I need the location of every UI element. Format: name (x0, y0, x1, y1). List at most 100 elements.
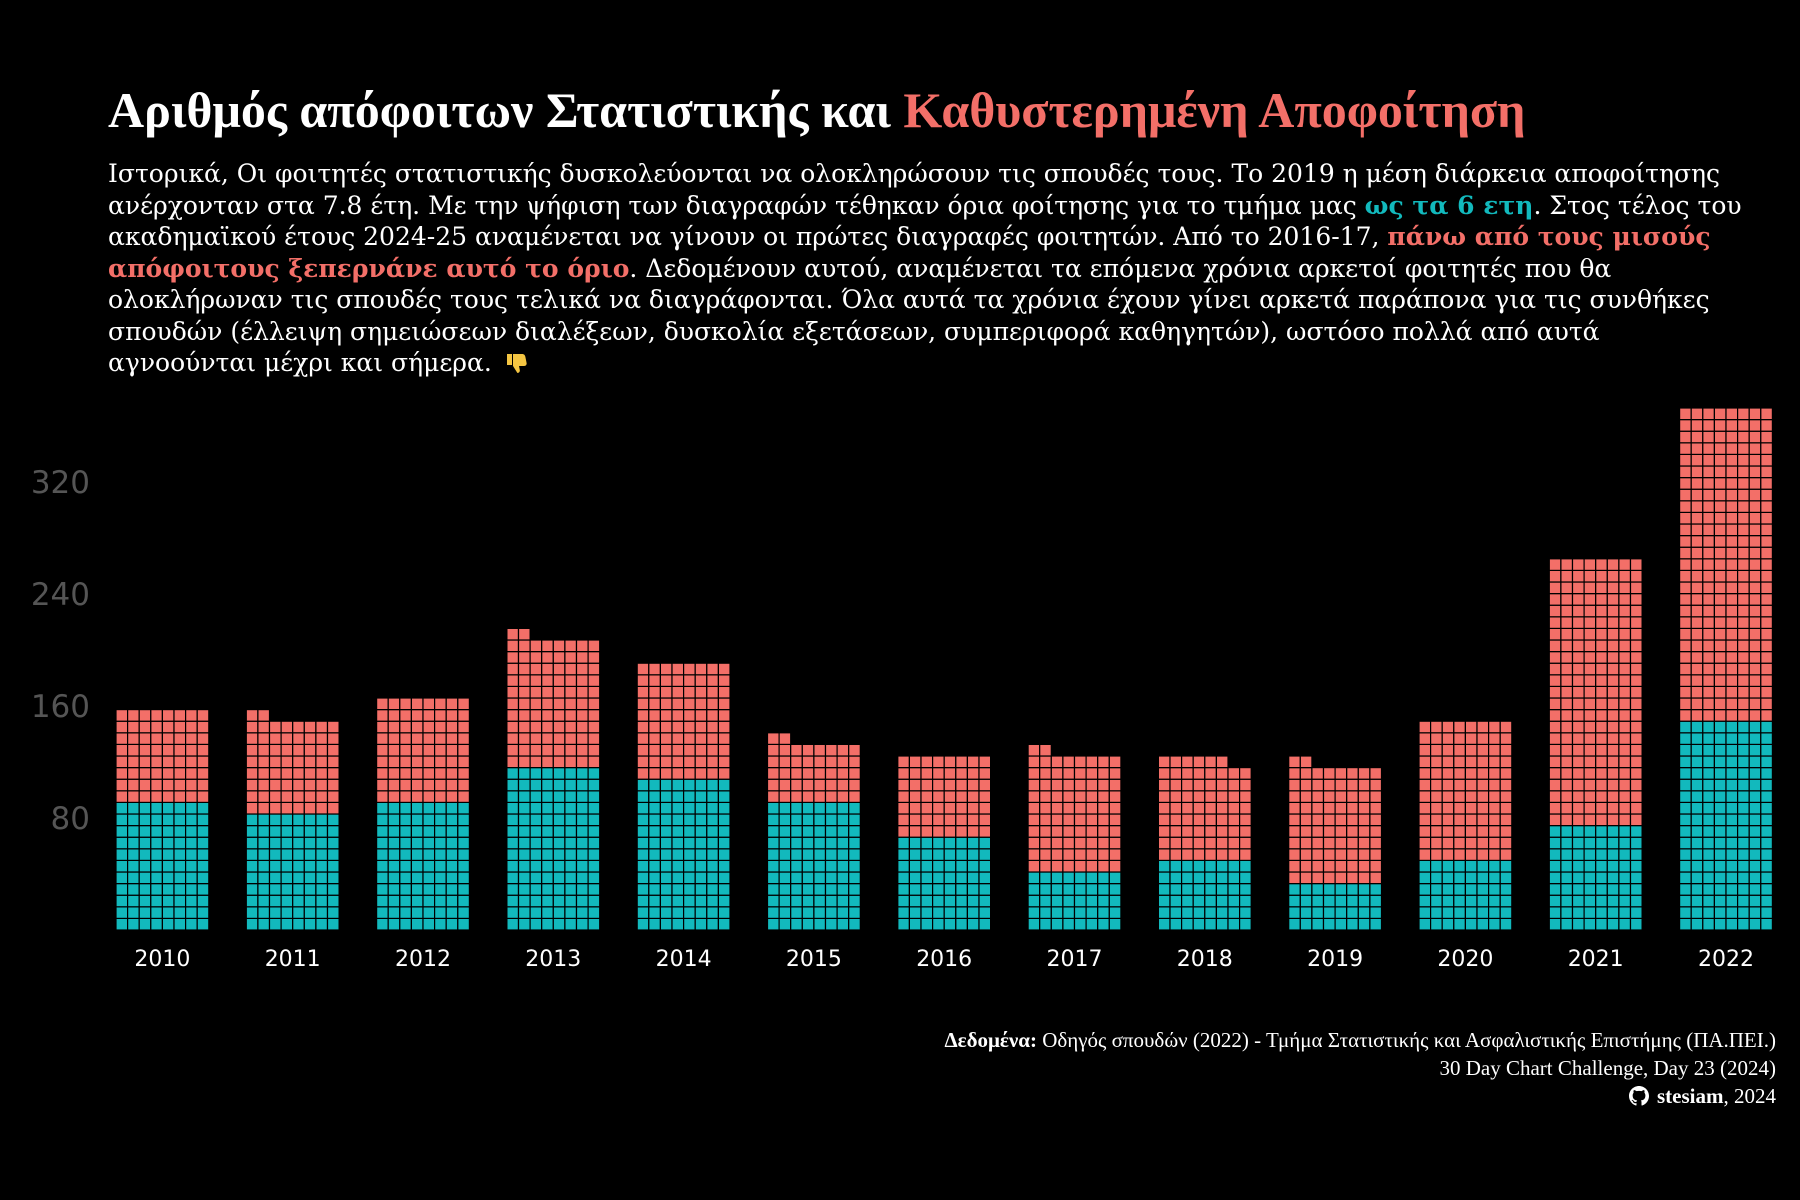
waffle-cell (303, 813, 317, 827)
waffle-cell (1760, 430, 1774, 444)
waffle-cell (376, 732, 389, 745)
waffle-cell (1429, 906, 1443, 919)
waffle-cell (1690, 685, 1704, 699)
waffle-cell (1027, 836, 1041, 850)
waffle-cell (1690, 465, 1704, 479)
waffle-cell (1606, 755, 1620, 769)
waffle-cell (1548, 859, 1562, 873)
waffle-cell (1725, 801, 1739, 815)
waffle-cell (1215, 778, 1229, 792)
waffle-cell (1760, 662, 1774, 676)
waffle-cell (1204, 882, 1218, 896)
waffle-cell (1736, 500, 1750, 513)
waffle-cell (813, 755, 827, 769)
waffle-cell (671, 871, 685, 885)
waffle-cell (422, 906, 436, 919)
waffle-cell (541, 906, 554, 919)
waffle-cell (671, 662, 685, 676)
waffle-cell (824, 917, 838, 931)
waffle-cell (1571, 755, 1585, 769)
waffle-cell (1560, 766, 1574, 780)
waffle-cell (1357, 824, 1371, 838)
waffle-cell (245, 732, 259, 745)
waffle-cell (978, 824, 992, 838)
waffle-cell (422, 755, 436, 769)
waffle-cell (1748, 790, 1762, 803)
waffle-cell (1725, 581, 1739, 595)
waffle-cell (1760, 801, 1774, 815)
waffle-cell (801, 917, 815, 931)
waffle-cell (1571, 836, 1585, 850)
waffle-cell (1073, 824, 1087, 838)
waffle-cell (636, 848, 650, 861)
waffle-cell (387, 732, 401, 745)
waffle-cell (410, 778, 424, 792)
waffle-cell (648, 685, 661, 699)
waffle-cell (955, 894, 968, 908)
waffle-cell (682, 755, 696, 769)
waffle-cell (1487, 882, 1501, 896)
waffle-cell (1725, 639, 1739, 653)
waffle-cell (1464, 790, 1478, 803)
waffle-cell (790, 871, 803, 885)
waffle-cell (292, 790, 305, 803)
waffle-cell (1690, 697, 1704, 711)
waffle-cell (1050, 790, 1064, 803)
waffle-cell (457, 720, 470, 734)
waffle-cell (376, 824, 389, 838)
waffle-cell (150, 882, 164, 896)
waffle-cell (1238, 813, 1252, 827)
waffle-cell (517, 836, 531, 850)
waffle-cell (1725, 662, 1739, 676)
waffle-cell (1583, 755, 1597, 769)
waffle-cell (173, 824, 187, 838)
waffle-cell (920, 755, 934, 769)
waffle-cell (1736, 859, 1750, 873)
waffle-cell (196, 778, 210, 792)
waffle-cell (682, 882, 696, 896)
waffle-cell (196, 766, 210, 780)
waffle-cell (303, 894, 317, 908)
waffle-cell (245, 824, 259, 838)
waffle-cell (587, 894, 601, 908)
waffle-cell (410, 871, 424, 885)
waffle-cell (315, 894, 329, 908)
waffle-cell (587, 917, 601, 931)
waffle-cell (1760, 627, 1774, 641)
waffle-cell (506, 894, 520, 908)
waffle-bar-2014 (636, 662, 731, 931)
waffle-cell (1039, 894, 1052, 908)
waffle-cell (1678, 477, 1692, 490)
waffle-cell (1618, 836, 1632, 850)
waffle-cell (1418, 859, 1432, 873)
waffle-cell (1476, 836, 1490, 850)
waffle-cell (1322, 801, 1336, 815)
waffle-cell (1453, 720, 1467, 734)
waffle-cell (445, 790, 459, 803)
waffle-cell (138, 708, 152, 722)
waffle-cell (196, 848, 210, 861)
waffle-cell (529, 894, 543, 908)
waffle-cell (706, 708, 719, 722)
waffle-cell (1595, 813, 1608, 827)
waffle-cell (292, 813, 305, 827)
waffle-cell (506, 906, 520, 919)
waffle-cell (1725, 824, 1739, 838)
waffle-cell (1369, 882, 1383, 896)
waffle-cell (1606, 581, 1620, 595)
waffle-cell (1441, 790, 1455, 803)
waffle-cell (636, 766, 650, 780)
waffle-cell (1027, 824, 1041, 838)
waffle-cell (1606, 836, 1620, 850)
waffle-cell (1192, 801, 1206, 815)
waffle-cell (257, 894, 271, 908)
waffle-cell (138, 743, 152, 757)
waffle-cell (564, 871, 578, 885)
x-tick-label: 2013 (525, 947, 581, 972)
waffle-cell (778, 790, 792, 803)
waffle-cell (1441, 906, 1455, 919)
waffle-cell (813, 871, 827, 885)
waffle-cell (778, 906, 792, 919)
waffle-cell (1108, 836, 1122, 850)
waffle-cell (1678, 743, 1692, 757)
